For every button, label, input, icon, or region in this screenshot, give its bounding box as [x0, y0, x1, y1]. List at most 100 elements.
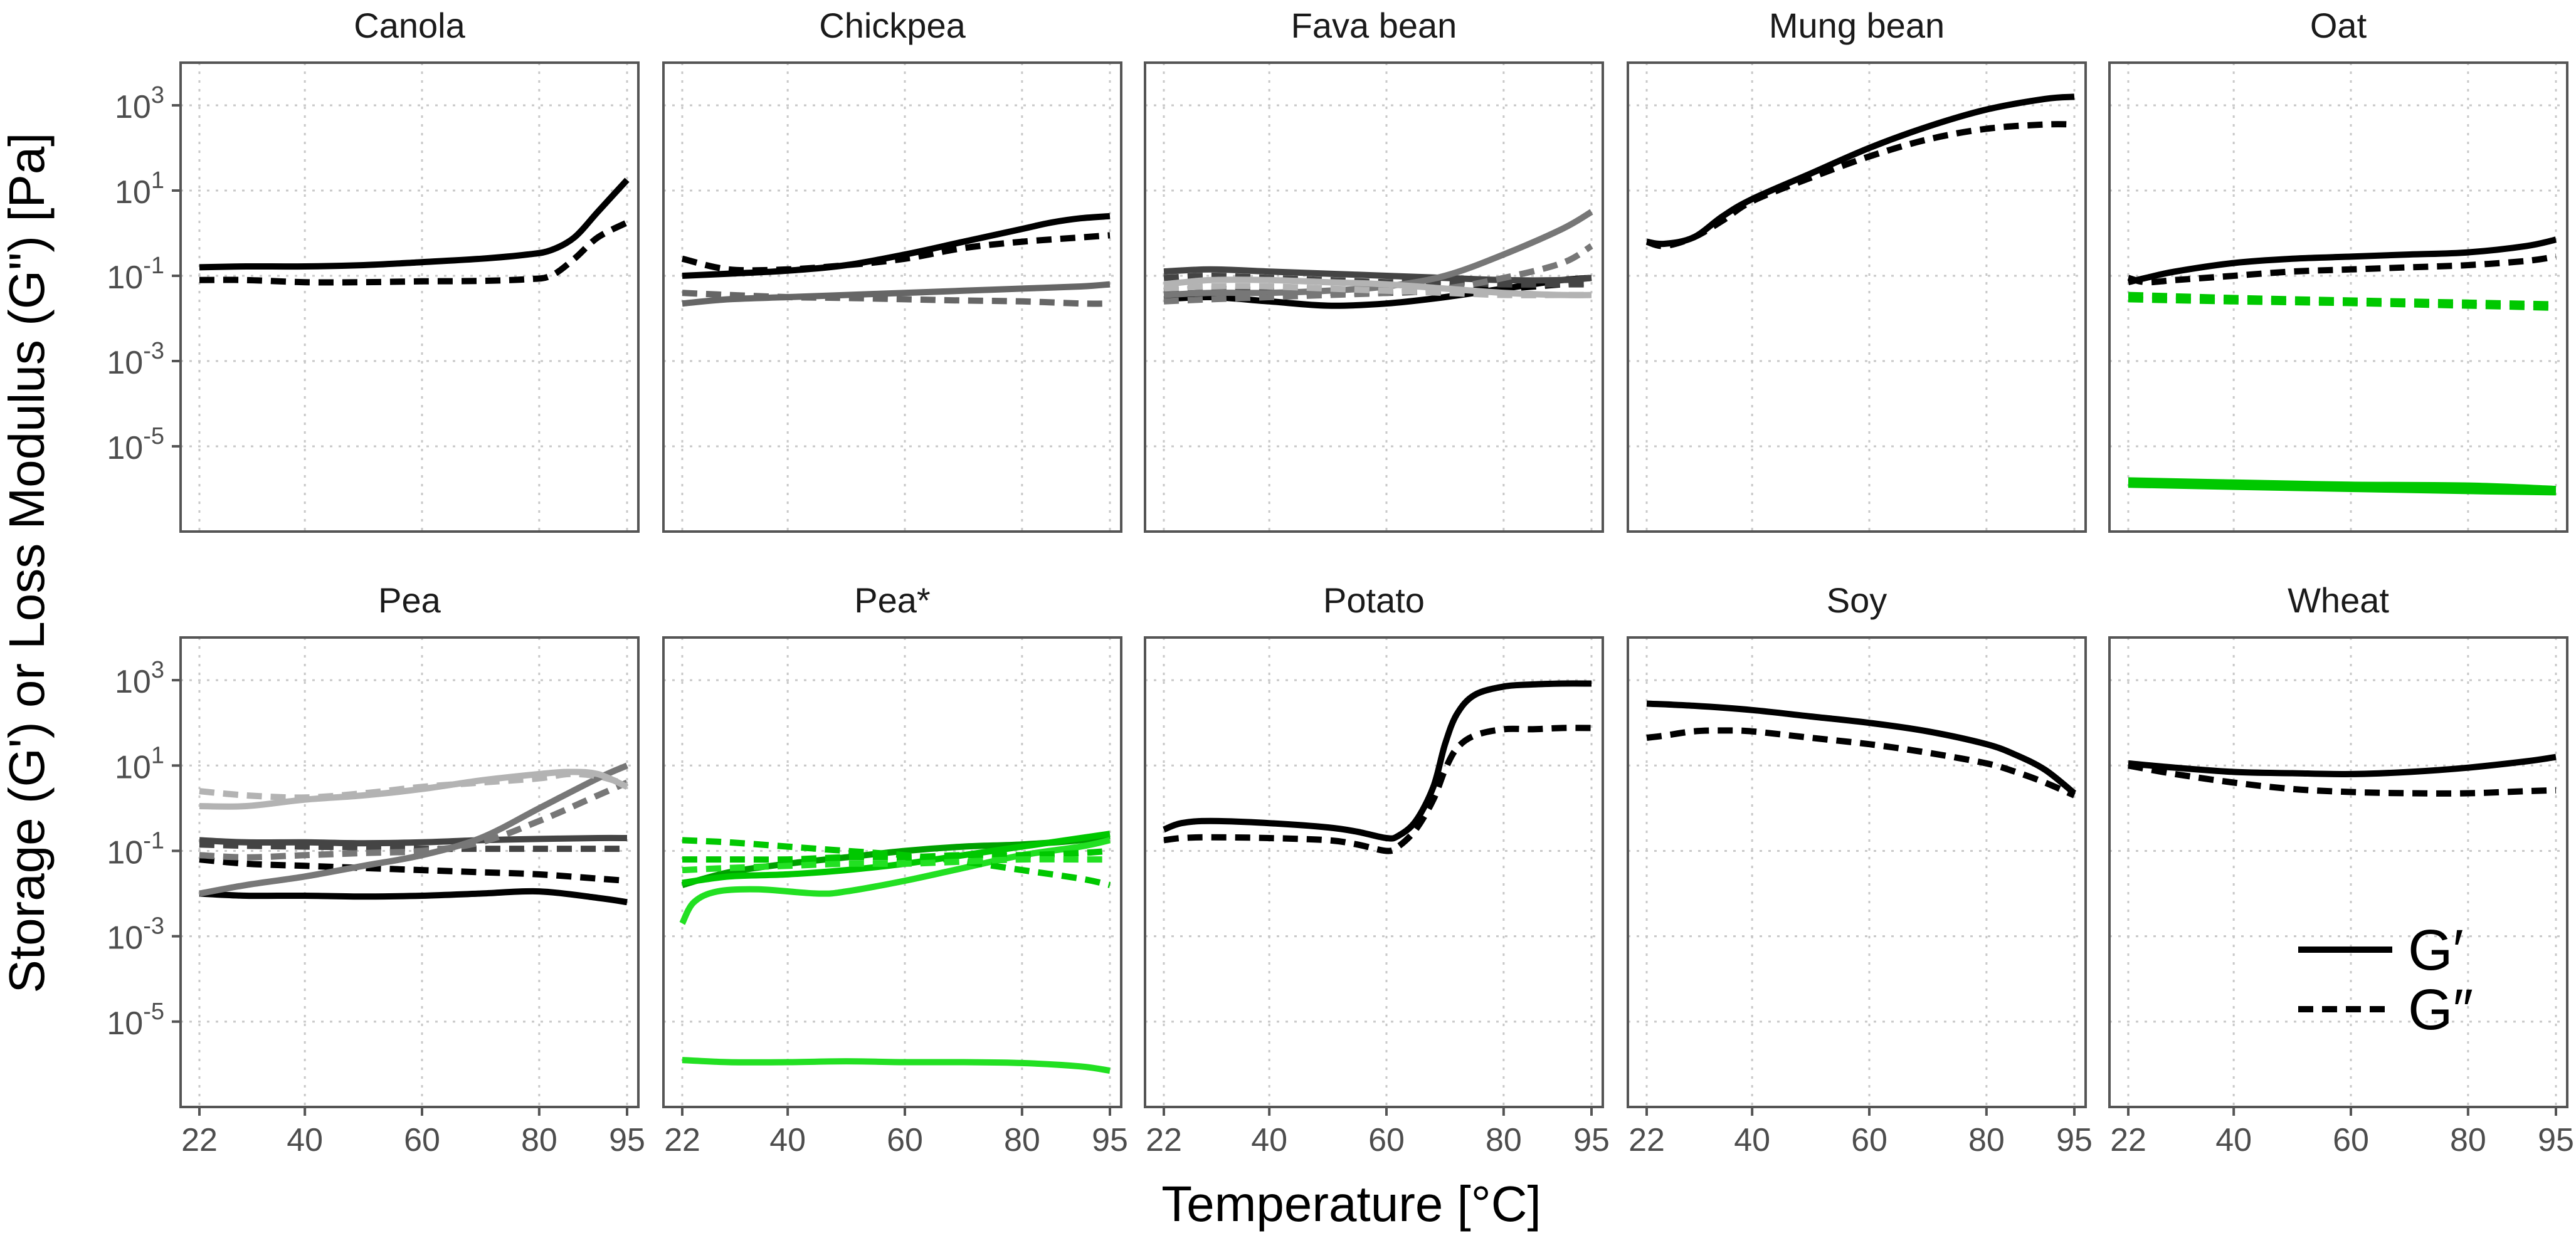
series-lines [199, 93, 2557, 1074]
legend: G′ G″ [2298, 918, 2473, 1042]
panel-frame [2108, 636, 2568, 1108]
loss-modulus-line [1646, 727, 2076, 799]
x-tick-label: 95 [1092, 1122, 1128, 1158]
gridlines [181, 63, 2567, 1107]
x-tick-label: 95 [1573, 1122, 1610, 1158]
x-tick-label: 22 [181, 1122, 218, 1158]
y-tick-label: 103 [115, 657, 164, 700]
storage-modulus-line [199, 834, 628, 847]
storage-modulus-line [1163, 276, 1592, 298]
loss-modulus-line [2127, 253, 2557, 286]
x-tick-label: 95 [609, 1122, 645, 1158]
loss-modulus-line [2128, 296, 2557, 311]
panel-series-group [1163, 680, 1592, 854]
panel-frame [1144, 636, 1604, 1108]
y-tick-label: 10-5 [107, 999, 164, 1042]
loss-modulus-line [1163, 283, 1592, 298]
x-tick-label: 40 [1251, 1122, 1287, 1158]
loss-modulus-line [199, 856, 628, 884]
panel-series-group [1163, 209, 1593, 309]
panel-series-group [681, 212, 1111, 307]
storage-modulus-line [1646, 93, 2075, 248]
storage-modulus-line [2127, 236, 2557, 286]
panel-title: Wheat [2288, 580, 2389, 620]
storage-modulus-line [682, 212, 1111, 279]
panel-series-group [199, 177, 630, 286]
panel-title: Pea [378, 580, 441, 620]
storage-modulus-line [682, 281, 1111, 307]
storage-modulus-line [199, 888, 628, 906]
loss-modulus-line [199, 779, 628, 861]
panel-title: Pea* [854, 580, 930, 620]
labels: Canola 103 101 10-1 10-3 10-5 Chickpea Fava bea… [107, 6, 2574, 1158]
storage-modulus-line [1646, 700, 2077, 796]
legend-label-loss: G″ [2408, 978, 2473, 1042]
storage-modulus-line [1163, 680, 1592, 842]
panel-frames [172, 61, 2568, 1116]
x-tick-label: 22 [664, 1122, 700, 1158]
y-tick-label: 10-3 [107, 338, 164, 381]
storage-modulus-line [2128, 753, 2557, 777]
panel-frame [1627, 636, 2087, 1108]
x-tick-label: 80 [2450, 1122, 2486, 1158]
x-tick-label: 80 [1004, 1122, 1040, 1158]
y-tick-label: 10-5 [107, 423, 164, 466]
panel-frame [662, 636, 1122, 1108]
x-tick-label: 60 [1368, 1122, 1405, 1158]
panel-frame [2108, 61, 2568, 533]
x-tick-label: 22 [1146, 1122, 1182, 1158]
loss-modulus-line [2128, 762, 2557, 797]
y-tick-label: 10-3 [107, 913, 164, 957]
y-tick-label: 103 [115, 82, 164, 125]
storage-modulus-line [199, 177, 630, 271]
loss-modulus-line [199, 770, 628, 801]
loss-modulus-line [199, 219, 629, 286]
x-tick-label: 40 [2215, 1122, 2252, 1158]
x-tick-label: 80 [521, 1122, 557, 1158]
storage-modulus-line [679, 837, 1111, 925]
y-tick-label: 10-1 [107, 253, 164, 296]
panel-series-group [679, 831, 1111, 1074]
panel-series-group [2128, 753, 2557, 797]
panel-frame [1627, 61, 2087, 533]
panel-title: Soy [1827, 580, 1887, 620]
panel-frame [179, 636, 640, 1108]
storage-modulus-line [199, 768, 629, 810]
x-tick-label: 95 [2056, 1122, 2093, 1158]
legend-label-storage: G′ [2408, 918, 2464, 982]
x-tick-label: 60 [1851, 1122, 1887, 1158]
panel-series-group [199, 762, 629, 906]
x-tick-label: 40 [287, 1122, 323, 1158]
loss-modulus-line [2128, 291, 2557, 308]
y-tick-label: 101 [115, 167, 164, 211]
x-tick-label: 60 [887, 1122, 923, 1158]
x-tick-label: 95 [2538, 1122, 2574, 1158]
x-tick-label: 60 [404, 1122, 440, 1158]
y-axis-title: Storage (G') or Loss Modulus (G") [Pa] [0, 132, 55, 993]
x-tick-label: 80 [1968, 1122, 2005, 1158]
panel-title: Canola [354, 6, 465, 45]
loss-modulus-line [682, 856, 1110, 874]
panel-frame [1144, 61, 1604, 533]
x-tick-label: 60 [2333, 1122, 2369, 1158]
panel-title: Oat [2310, 6, 2367, 45]
y-tick-label: 101 [115, 742, 164, 785]
panel-title: Potato [1323, 580, 1425, 620]
loss-modulus-line [682, 847, 1111, 863]
storage-modulus-line [2128, 477, 2557, 492]
panel-series-group [2127, 236, 2557, 496]
x-tick-label: 40 [1734, 1122, 1770, 1158]
storage-modulus-line [1163, 266, 1592, 284]
x-tick-label: 40 [769, 1122, 806, 1158]
storage-modulus-line [2128, 481, 2557, 496]
loss-modulus-line [681, 232, 1111, 274]
y-tick-label: 10-1 [107, 827, 164, 871]
x-tick-label: 80 [1486, 1122, 1522, 1158]
panel-frame [179, 61, 640, 533]
loss-modulus-line [682, 290, 1111, 307]
storage-modulus-line [682, 1057, 1111, 1074]
panel-title: Mung bean [1769, 6, 1945, 45]
x-axis-title: Temperature [°C] [1161, 1176, 1541, 1232]
x-tick-label: 22 [1628, 1122, 1665, 1158]
